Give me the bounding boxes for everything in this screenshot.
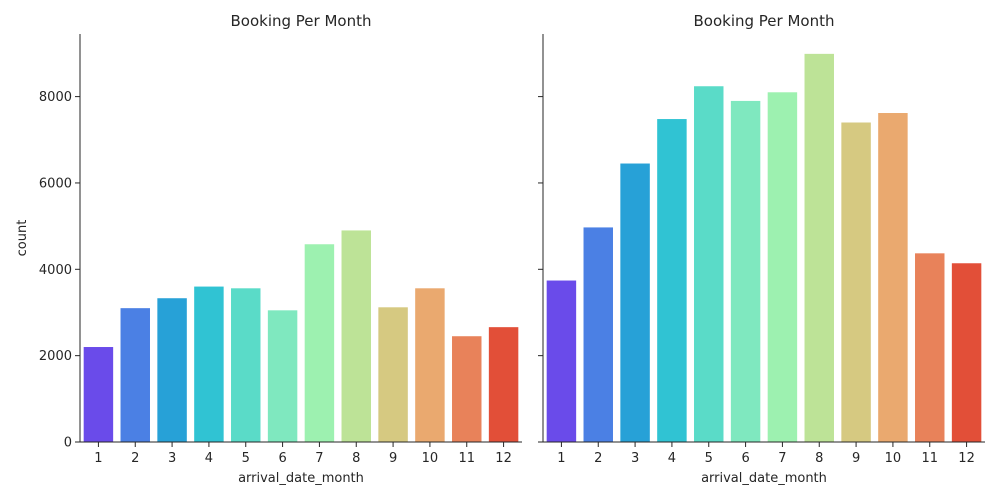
panel-1-x-tick-label-9: 9 (389, 451, 397, 466)
panel-1-y-tick-label-2000: 2000 (39, 349, 72, 364)
panel-2-x-tick-label-8: 8 (815, 451, 823, 466)
panel-2-x-axis-label: arrival_date_month (701, 471, 827, 486)
panel-1-x-tick-label-7: 7 (315, 451, 323, 466)
panel-1-title: Booking Per Month (231, 12, 372, 30)
panel-2-x-tick-label-11: 11 (921, 451, 938, 466)
panel-1-bar-4 (194, 286, 224, 442)
panel-1-x-tick-label-6: 6 (278, 451, 286, 466)
panel-1-bar-5 (231, 288, 261, 442)
panel-2-x-tick-label-10: 10 (885, 451, 902, 466)
panel-1-bar-2 (120, 308, 150, 442)
panel-2-bar-11 (915, 253, 945, 442)
panel-1-x-tick-label-12: 12 (495, 451, 512, 466)
panel-1-y-tick-label-6000: 6000 (39, 176, 72, 191)
panel-2-x-tick-label-6: 6 (741, 451, 749, 466)
panel-1-bar-11 (452, 336, 482, 442)
panel-1-bar-3 (157, 298, 187, 442)
panel-1-bar-8 (341, 230, 371, 442)
panel-1-x-tick-label-3: 3 (168, 451, 176, 466)
panel-2-bar-9 (841, 122, 871, 442)
panel-2-bar-4 (657, 119, 687, 443)
panel-1-bar-6 (267, 310, 298, 442)
panel-1-x-tick-label-5: 5 (242, 451, 250, 466)
panel-2-x-tick-label-2: 2 (594, 451, 602, 466)
panel-1-x-axis-label: arrival_date_month (238, 471, 364, 486)
panel-2-title: Booking Per Month (694, 12, 835, 30)
panel-2-bar-5 (694, 86, 724, 443)
panel-1-x-tick-label-8: 8 (352, 451, 360, 466)
panel-2-x-tick-label-9: 9 (852, 451, 860, 466)
panel-1-x-tick-label-1: 1 (94, 451, 102, 466)
panel-1-x-tick-label-4: 4 (205, 451, 213, 466)
panel-2-marks: 1 2 3 4 5 6 7 8 9 10 11 12 (538, 34, 985, 466)
panel-1-y-tick-label-4000: 4000 (39, 263, 72, 278)
panel-1-bar-7 (304, 244, 335, 442)
panel-1: Booking Per Month count arrival_date_mon… (15, 12, 522, 486)
panel-2-x-tick-label-7: 7 (778, 451, 786, 466)
panel-1-bar-9 (378, 307, 408, 442)
panel-1-x-tick-label-2: 2 (131, 451, 139, 466)
panel-2-bar-7 (767, 92, 798, 442)
panel-1-x-tick-label-11: 11 (458, 451, 475, 466)
panel-1-bar-1 (83, 347, 114, 442)
panel-2-bar-2 (583, 227, 613, 442)
panel-2-x-tick-label-12: 12 (958, 451, 975, 466)
panel-1-bar-10 (415, 288, 445, 442)
panel-1-y-axis-label: count (15, 220, 30, 257)
panel-2-bar-3 (620, 163, 650, 442)
panel-2-x-tick-label-1: 1 (557, 451, 565, 466)
panel-1-y-tick-label-0: 0 (64, 436, 72, 451)
panel-1-x-tick-label-10: 10 (422, 451, 439, 466)
panel-2-x-tick-label-5: 5 (705, 451, 713, 466)
panel-1-bar-12 (488, 327, 519, 442)
panel-2-bar-1 (546, 280, 577, 442)
panel-2-x-tick-label-3: 3 (631, 451, 639, 466)
panel-1-y-tick-label-8000: 8000 (39, 90, 72, 105)
panel-2-bar-8 (804, 53, 834, 443)
panel-2-bar-12 (951, 263, 982, 442)
panel-2-bar-10 (878, 113, 908, 442)
panel-2-bar-6 (730, 100, 761, 443)
panel-2-x-tick-label-4: 4 (668, 451, 676, 466)
